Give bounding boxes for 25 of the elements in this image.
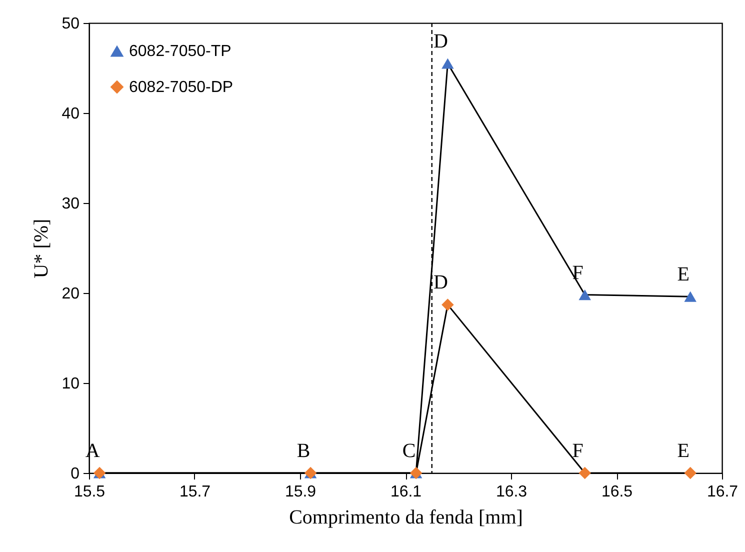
y-axis-title: U* [%] — [30, 218, 53, 278]
x-tick-label: 15.9 — [284, 484, 316, 500]
x-axis-title: Comprimento da fenda [mm] — [289, 506, 523, 528]
annotation: E — [677, 264, 690, 286]
annotation: F — [572, 262, 584, 284]
x-tick-label: 16.1 — [390, 484, 422, 500]
annotation: D — [433, 30, 448, 52]
y-tick-label: 20 — [62, 286, 80, 302]
y-tick-label: 10 — [62, 376, 80, 392]
annotation: B — [296, 440, 310, 462]
legend-label: 6082-7050-DP — [129, 79, 234, 96]
x-tick-label: 15.7 — [179, 484, 211, 500]
y-tick-label: 0 — [70, 466, 80, 482]
annotation: E — [677, 440, 690, 462]
y-tick-label: 30 — [62, 196, 80, 212]
x-tick-label: 15.5 — [74, 484, 106, 500]
annotation: D — [433, 272, 448, 294]
y-tick-label: 50 — [62, 16, 80, 32]
y-tick-label: 40 — [62, 106, 80, 122]
annotation: C — [402, 440, 416, 462]
legend-label: 6082-7050-TP — [129, 43, 232, 60]
x-tick-label: 16.7 — [706, 484, 738, 500]
x-tick-label: 16.3 — [496, 484, 528, 500]
annotation: F — [572, 440, 584, 462]
x-tick-label: 16.5 — [601, 484, 633, 500]
